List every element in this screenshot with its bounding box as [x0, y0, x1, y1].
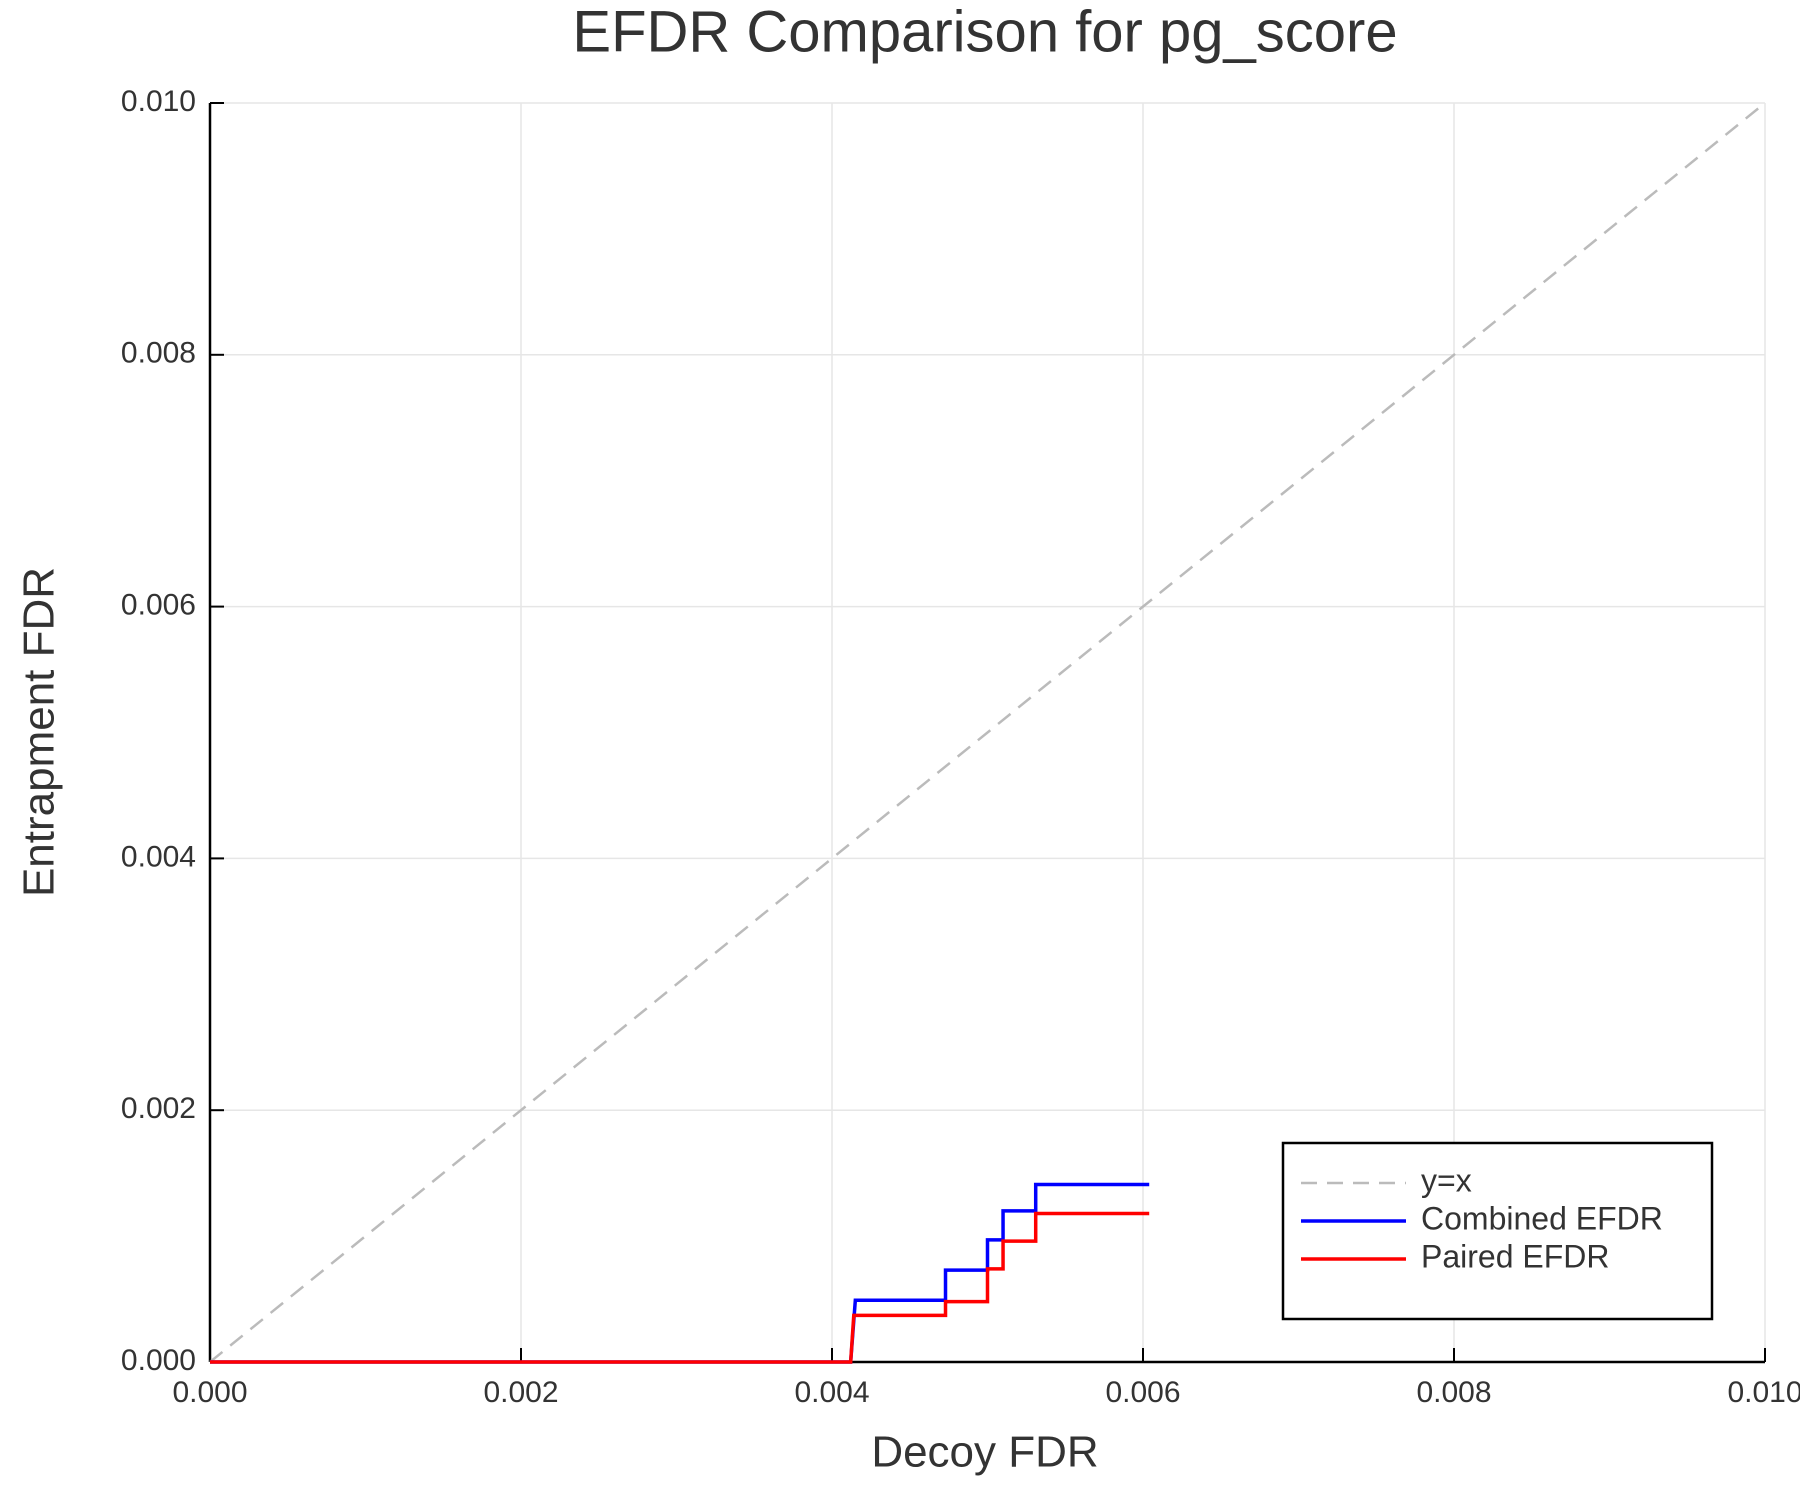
x-tick-label: 0.008	[1416, 1376, 1491, 1409]
legend-box	[1281, 1141, 1714, 1321]
series-line	[210, 1211, 1150, 1364]
x-tick-label: 0.002	[483, 1376, 558, 1409]
x-tick-label: 0.000	[172, 1376, 247, 1409]
y-tick-label: 0.008	[121, 337, 196, 370]
x-tick-label: 0.010	[1727, 1376, 1800, 1409]
chart-title: EFDR Comparison for pg_score	[572, 0, 1397, 64]
legend-label: Combined EFDR	[1421, 1200, 1663, 1236]
y-axis-label: Entrapment FDR	[15, 567, 64, 897]
legend-label: Paired EFDR	[1421, 1238, 1610, 1274]
y-tick-label: 0.000	[121, 1344, 196, 1377]
series-line	[209, 102, 1766, 1363]
x-tick-label: 0.006	[1105, 1376, 1180, 1409]
x-axis-label: Decoy FDR	[871, 1428, 1098, 1477]
legend-label: y=x	[1421, 1162, 1472, 1198]
y-tick-label: 0.010	[121, 85, 196, 118]
y-tick-label: 0.002	[121, 1092, 196, 1125]
series-line	[210, 1182, 1150, 1364]
y-tick-label: 0.006	[121, 589, 196, 622]
x-tick-label: 0.004	[794, 1376, 869, 1409]
y-tick-label: 0.004	[121, 840, 196, 873]
